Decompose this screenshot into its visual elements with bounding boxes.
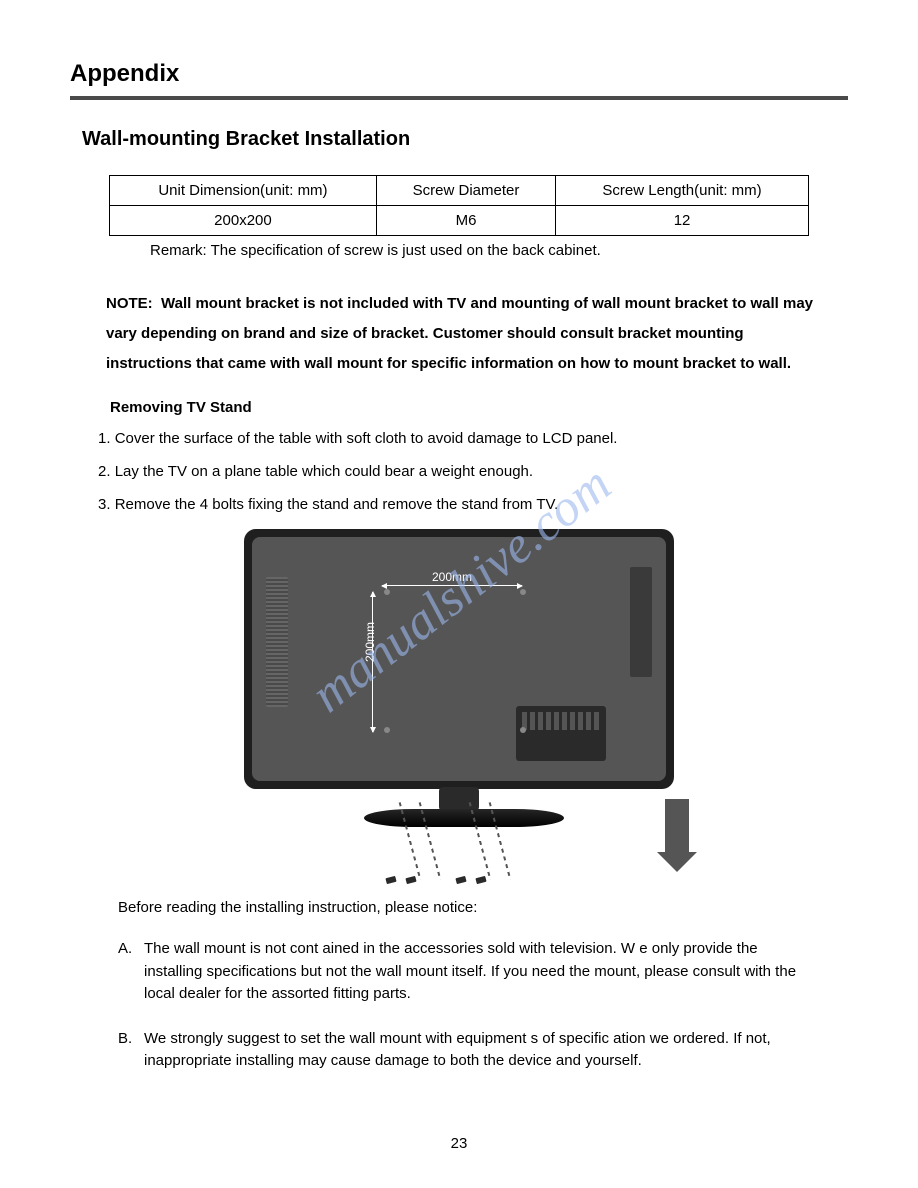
table-remark: Remark: The specification of screw is ju… xyxy=(150,242,848,259)
item-b-text: We strongly suggest to set the wall moun… xyxy=(144,1028,818,1073)
spec-table: Unit Dimension(unit: mm) Screw Diameter … xyxy=(109,175,809,236)
step-3-text: Remove the 4 bolts fixing the stand and … xyxy=(115,496,559,513)
dimension-vertical: 200mm xyxy=(372,592,373,732)
dim-h-label: 200mm xyxy=(432,570,472,584)
note-text: Wall mount bracket is not included with … xyxy=(106,295,813,372)
tv-bezel: 200mm 200mm xyxy=(244,529,674,789)
section-heading: Wall-mounting Bracket Installation xyxy=(82,128,848,151)
removing-stand-heading: Removing TV Stand xyxy=(110,399,848,416)
item-a: A. The wall mount is not cont ained in t… xyxy=(118,938,818,1006)
tv-stand-neck xyxy=(439,787,479,811)
step-3: 3. Remove the 4 bolts fixing the stand a… xyxy=(98,496,848,513)
col-screw-diameter: Screw Diameter xyxy=(376,176,555,206)
page-number: 23 xyxy=(0,1135,918,1152)
arrow-down-icon xyxy=(665,799,689,854)
cell-diameter: M6 xyxy=(376,206,555,236)
col-screw-length: Screw Length(unit: mm) xyxy=(556,176,809,206)
letter-a: A. xyxy=(118,938,144,1006)
step-2-text: Lay the TV on a plane table which could … xyxy=(115,463,533,480)
item-a-text: The wall mount is not cont ained in the … xyxy=(144,938,818,1006)
screw-icon xyxy=(405,876,416,884)
note-block: NOTE: Wall mount bracket is not included… xyxy=(106,289,828,379)
step-1: 1. Cover the surface of the table with s… xyxy=(98,430,848,447)
header-rule xyxy=(70,96,848,100)
tv-stand-base xyxy=(364,809,564,827)
letter-list: A. The wall mount is not cont ained in t… xyxy=(118,938,818,1073)
cell-dimension: 200x200 xyxy=(110,206,377,236)
table-row: 200x200 M6 12 xyxy=(110,206,809,236)
steps-list: 1. Cover the surface of the table with s… xyxy=(98,430,848,513)
dimension-horizontal: 200mm xyxy=(382,585,522,604)
cell-length: 12 xyxy=(556,206,809,236)
table-header-row: Unit Dimension(unit: mm) Screw Diameter … xyxy=(110,176,809,206)
tv-back-panel: 200mm 200mm xyxy=(252,537,666,781)
mount-hole xyxy=(384,727,390,733)
mount-hole xyxy=(520,727,526,733)
dim-v-label: 200mm xyxy=(363,622,377,662)
note-label: NOTE: xyxy=(106,295,153,312)
col-unit-dimension: Unit Dimension(unit: mm) xyxy=(110,176,377,206)
screw-icon xyxy=(475,876,486,884)
step-1-text: Cover the surface of the table with soft… xyxy=(115,430,618,447)
letter-b: B. xyxy=(118,1028,144,1073)
tv-diagram: 200mm 200mm xyxy=(244,529,674,889)
vent-right xyxy=(630,567,652,677)
mount-hole xyxy=(520,589,526,595)
manual-page: Appendix Wall-mounting Bracket Installat… xyxy=(0,0,918,1188)
vent-left xyxy=(266,577,288,707)
connector-panel xyxy=(516,706,606,761)
mount-hole xyxy=(384,589,390,595)
before-reading-note: Before reading the installing instructio… xyxy=(118,899,848,916)
screw-icon xyxy=(385,876,396,884)
item-b: B. We strongly suggest to set the wall m… xyxy=(118,1028,818,1073)
step-2: 2. Lay the TV on a plane table which cou… xyxy=(98,463,848,480)
appendix-heading: Appendix xyxy=(70,60,848,88)
screw-icon xyxy=(455,876,466,884)
